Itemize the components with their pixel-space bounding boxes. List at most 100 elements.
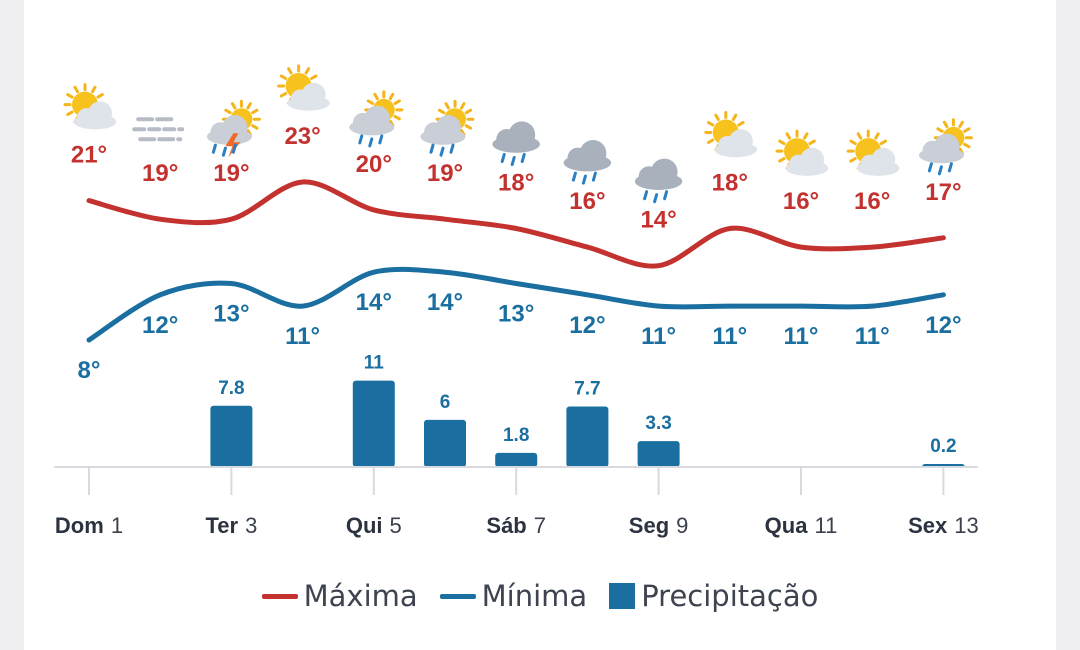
sun-rain-icon [918,118,973,176]
max-temp-line [86,179,946,269]
rain-drop [663,190,669,201]
sun-ray [879,139,888,146]
sun-ray [279,92,288,98]
rain-drop [211,143,217,154]
legend-max-swatch [261,593,298,599]
precip-value-label: 1.8 [503,425,529,446]
tick-day-number: 1 [111,513,123,538]
min-temp-label: 11° [641,323,676,350]
min-temp-label: 14° [356,289,392,316]
sun-ray [856,132,863,140]
partly-sunny-icon [63,83,117,130]
min-temp-label: 8° [78,357,101,384]
tick-day-name: Sáb [486,513,526,538]
sun-ray [963,127,971,133]
x-axis-tick-label: Ter 3 [205,513,257,538]
sun-ray [91,85,97,94]
tick-day-name: Qua [765,513,809,538]
tick-day-number: 7 [534,513,546,538]
precip-value-label: 6 [440,392,451,413]
sun-ray [366,99,375,105]
sun-ray [936,127,944,133]
max-temp-label: 21° [71,142,107,169]
tick-day-number: 9 [676,513,688,538]
rain-icon [634,158,683,204]
min-temp-label: 12° [142,312,178,339]
sun-ray [942,120,949,129]
max-temp-label: 17° [925,179,961,206]
rain-drop [947,162,953,173]
rain-icon [563,140,612,185]
legend-precip-swatch [609,583,636,609]
precip-value-label: 11 [364,353,385,374]
rain-drop [927,162,933,173]
lightning-bolt [225,133,241,158]
max-temp-label: 19° [142,160,178,187]
precip-value-label: 0.2 [930,436,956,457]
sun-ray [849,139,857,146]
precip-value-label: 3.3 [645,413,671,434]
rain-drop [510,156,516,166]
min-temp-label: 11° [784,323,819,350]
min-temp-label: 12° [569,312,605,339]
sun-ray [393,114,401,121]
rain-drop [439,146,445,157]
cloud-part [934,133,960,159]
legend-item-min: Mínima [439,579,587,613]
sun-ray [958,120,964,129]
rain-drop [643,190,649,201]
sun-ray [251,124,259,130]
cloud-part [301,82,326,107]
min-temp-label: 12° [925,312,961,339]
tick-day-name: Dom [55,513,104,538]
sun-ray [731,113,738,122]
min-temp-label: 11° [285,323,320,350]
cloud-part [508,121,536,148]
sun-ray [251,108,259,115]
max-temp-label: 14° [640,207,676,234]
sun-ray [849,157,857,163]
cloud-part [222,115,248,141]
partly-sunny-icon [846,129,900,176]
chart-legend: Máxima Mínima Precipitação [0,574,1080,618]
rain-drop [571,171,577,182]
legend-item-precip: Precipitação [609,579,818,613]
legend-precip-label: Precipitação [641,579,819,613]
rain-drop [358,134,364,145]
min-temp-label: 11° [855,323,890,350]
sun-ray [437,108,446,115]
sun-ray [96,93,104,99]
precip-bar [637,441,680,467]
sun-rain-icon [420,99,475,157]
sun-ray [464,124,473,130]
max-temp-label: 18° [712,170,748,197]
cloud-part [364,105,390,131]
rain-drop [368,137,374,148]
max-temp-label: 19° [213,160,249,187]
tick-day-number: 11 [814,513,837,538]
rain-drop [231,143,237,154]
precip-value-label: 7.7 [574,379,600,400]
legend-item-max: Máxima [261,579,418,613]
max-temp-label: 23° [284,123,320,150]
partly-sunny-icon [775,129,829,176]
sun-ray [803,132,809,140]
x-axis-tick-label: Qua 11 [765,513,838,538]
sun-ray [444,102,450,110]
cloud-part [579,140,607,167]
sun-ray [287,67,293,75]
rain-drop [653,193,659,204]
min-temp-label: 13° [213,301,249,328]
thunderstorm-icon [206,99,261,158]
cloud-part [729,129,753,154]
rain-drop [520,153,526,163]
sun-ray [393,99,401,105]
tick-day-name: Qui [346,513,383,538]
max-temp-label: 16° [569,188,605,215]
sun-ray [706,138,715,144]
tick-day-number: 13 [954,513,978,538]
x-axis-tick-label: Sex 13 [908,513,979,538]
sun-ray [66,93,74,99]
rain-drop [429,143,435,154]
sun-ray [464,108,473,115]
